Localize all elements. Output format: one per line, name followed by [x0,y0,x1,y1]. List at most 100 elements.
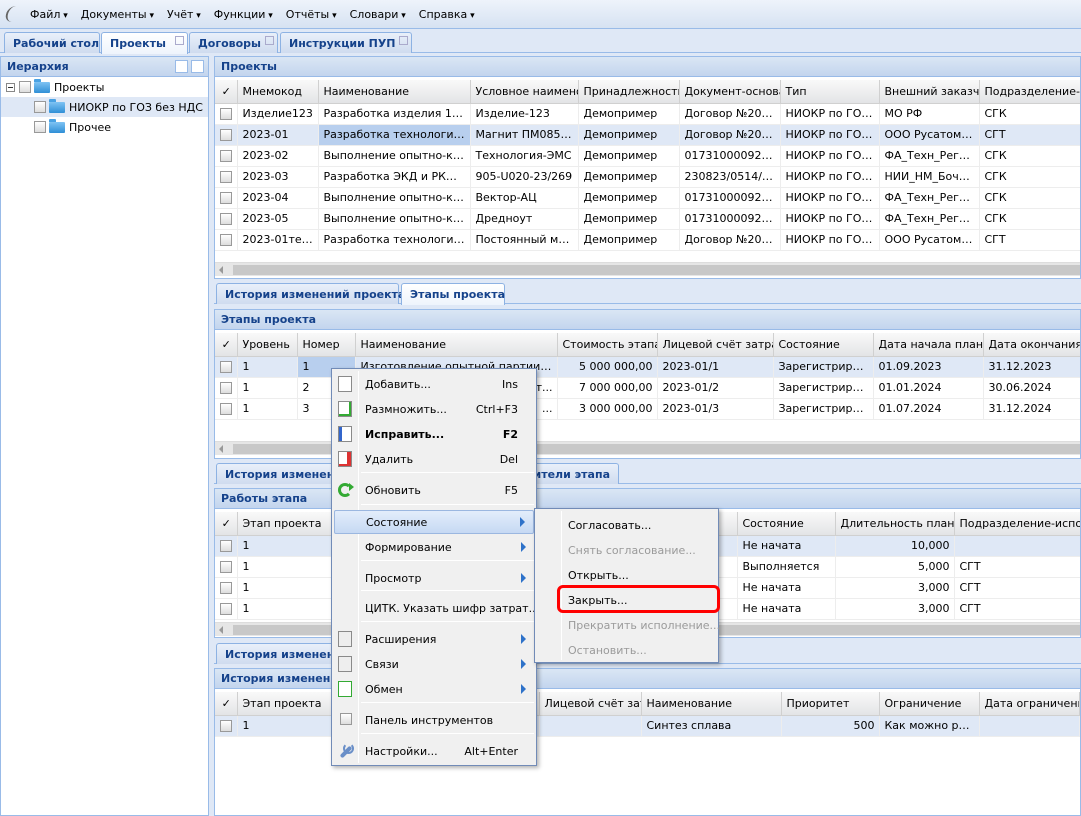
column-header[interactable]: Принадлежность [578,80,680,104]
close-icon[interactable] [399,36,408,45]
menu-item[interactable]: Панель инструментов [334,708,534,732]
menu-item[interactable]: Исправить... F2 [334,422,534,446]
menu-item[interactable]: Связи [334,652,534,676]
tab-instructions[interactable]: Инструкции ПУП [280,32,412,53]
collapse-node-icon[interactable] [6,82,15,92]
column-header[interactable]: Наименование [318,80,471,104]
menu-documents[interactable]: Документы [81,8,154,21]
menu-file[interactable]: Файл [30,8,68,21]
column-header[interactable]: Дата начала план [873,333,984,357]
menu-dictionaries[interactable]: Словари [350,8,406,21]
checkbox[interactable] [220,213,233,225]
row-checkbox[interactable] [215,124,238,146]
column-header[interactable]: Условное наименование [470,80,579,104]
column-header[interactable]: Состояние [773,333,874,357]
column-header[interactable]: Внешний заказчик [879,80,980,104]
row-checkbox[interactable] [215,398,238,420]
menu-item[interactable]: Состояние [334,510,534,534]
menu-reports[interactable]: Отчёты [286,8,337,21]
table-row[interactable]: 2023-03 Разработка ЭКД и РКД н... 905-U020… [215,166,1080,188]
column-header[interactable]: Лицевой счёт затрат [657,333,774,357]
checkbox[interactable] [220,603,233,615]
menu-item[interactable]: Обмен [334,677,534,701]
table-row[interactable]: 2023-01тест Разработка технологии и... Пос… [215,229,1080,251]
table-row[interactable]: 2023-01 Разработка технологии и... Магнит … [215,124,1080,146]
row-checkbox[interactable] [215,229,238,251]
checkbox[interactable] [220,108,233,120]
row-checkbox[interactable] [215,166,238,188]
column-header[interactable]: Состояние [737,512,836,536]
column-header[interactable]: Приоритет [781,692,880,716]
table-row[interactable]: 2023-05 Выполнение опытно-конс... Дредноут… [215,208,1080,230]
row-checkbox[interactable] [215,103,238,125]
menu-item[interactable]: Формирование [334,535,534,559]
collapse-icon[interactable] [191,60,204,73]
horizontal-scrollbar[interactable] [215,262,1080,276]
checkbox[interactable] [220,720,233,732]
tree-node-other[interactable]: Прочее [1,117,208,137]
table-row[interactable]: 2023-04 Выполнение опытно-конс... Вектор-А… [215,187,1080,209]
column-header[interactable]: Стоимость этапа [557,333,658,357]
menu-item[interactable]: Размножить... Ctrl+F3 [334,397,534,421]
checkbox[interactable] [220,582,233,594]
menu-help[interactable]: Справка [419,8,475,21]
tree-node-root[interactable]: Проекты [1,77,208,97]
row-checkbox[interactable] [215,145,238,167]
column-header[interactable]: Длительность план [835,512,955,536]
tab-project-history[interactable]: История изменений проекта [216,283,405,304]
column-header[interactable]: Этап проекта [237,512,338,536]
checkbox[interactable] [220,234,233,246]
column-header[interactable]: Дата окончания план [983,333,1080,357]
column-header[interactable]: Наименование [641,692,782,716]
select-all-header[interactable]: ✓ [215,333,238,357]
tab-projects[interactable]: Проекты [101,32,188,54]
menu-item[interactable]: Расширения [334,627,534,651]
column-header[interactable]: Тип [780,80,880,104]
checkbox[interactable] [220,382,233,394]
row-checkbox[interactable] [215,598,238,620]
checkbox[interactable] [220,192,233,204]
submenu-item[interactable]: Закрыть... [537,588,716,612]
menu-item[interactable]: Настройки... Alt+Enter [334,739,534,763]
checkbox[interactable] [220,361,233,373]
select-all-header[interactable]: ✓ [215,80,238,104]
submenu-item[interactable]: Открыть... [537,563,716,587]
table-row[interactable]: Изделие123 Разработка изделия 123 Изделие-… [215,103,1080,125]
menu-item[interactable]: ЦИТК. Указать шифр затрат... [334,596,539,620]
menu-functions[interactable]: Функции [214,8,273,21]
column-header[interactable]: Подразделение-исполнитель [954,512,1080,536]
binoculars-icon[interactable] [175,60,188,73]
tab-desktop[interactable]: Рабочий стол [4,32,100,53]
menu-accounting[interactable]: Учёт [167,8,201,21]
menu-item[interactable]: Добавить... Ins [334,372,534,396]
tab-contracts[interactable]: Договоры [189,32,278,53]
close-icon[interactable] [265,36,274,45]
row-checkbox[interactable] [215,377,238,399]
column-header[interactable]: Мнемокод [237,80,319,104]
checkbox[interactable] [220,150,233,162]
column-header[interactable]: Уровень [237,333,298,357]
tab-stage-executors[interactable]: ители этапа [524,463,619,484]
row-checkbox[interactable] [215,715,238,737]
column-header[interactable]: Номер [297,333,356,357]
select-all-header[interactable]: ✓ [215,512,238,536]
menu-item[interactable]: Просмотр [334,566,534,590]
menu-item[interactable]: Обновить F5 [334,478,534,502]
column-header[interactable]: Лицевой счёт затр [539,692,642,716]
table-row[interactable]: 2023-02 Выполнение опытно-конс... Технолог… [215,145,1080,167]
column-header[interactable]: Подразделение-ответственный [979,80,1080,104]
row-checkbox[interactable] [215,356,238,378]
checkbox[interactable] [220,171,233,183]
tab-project-stages[interactable]: Этапы проекта [401,283,505,305]
column-header[interactable]: Наименование [355,333,558,357]
checkbox[interactable] [34,101,46,113]
row-checkbox[interactable] [215,556,238,578]
checkbox[interactable] [19,81,31,93]
row-checkbox[interactable] [215,535,238,557]
tree-node-niokr[interactable]: НИОКР по ГОЗ без НДС [1,97,208,117]
checkbox[interactable] [220,403,233,415]
column-header[interactable]: Ограничение [879,692,980,716]
close-icon[interactable] [175,36,184,45]
submenu-item[interactable]: Согласовать... [537,513,716,537]
row-checkbox[interactable] [215,208,238,230]
